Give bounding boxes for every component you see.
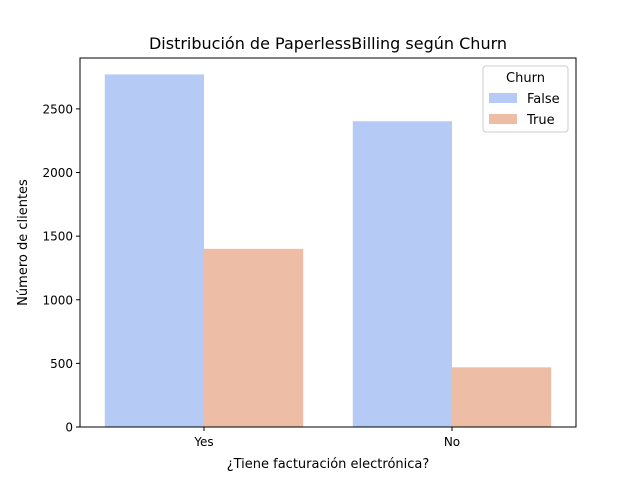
legend-swatch-false (489, 93, 517, 103)
legend-title: Churn (506, 71, 545, 86)
bars-group (104, 74, 552, 428)
x-axis-label: ¿Tiene facturación electrónica? (227, 457, 430, 472)
x-tick-label: Yes (193, 435, 213, 449)
chart-title: Distribución de PaperlessBilling según C… (149, 34, 507, 53)
y-tick-label: 2500 (42, 102, 73, 116)
y-axis: 0 500 1000 1500 2000 2500 (42, 102, 80, 435)
bar-no-true (452, 367, 552, 427)
bar-yes-false (104, 74, 204, 428)
legend: Churn False True (482, 65, 569, 133)
bar-no-false (352, 121, 452, 428)
x-tick-label: No (444, 435, 460, 449)
legend-label-true: True (526, 113, 555, 128)
x-axis: Yes No (193, 427, 460, 449)
y-axis-label: Número de clientes (16, 179, 31, 306)
y-tick-label: 1000 (42, 293, 73, 307)
legend-swatch-true (489, 114, 517, 124)
plot-frame (79, 57, 577, 428)
legend-label-false: False (527, 92, 560, 107)
bar-yes-true (204, 248, 304, 427)
y-tick-label: 500 (50, 357, 73, 371)
y-tick-label: 0 (65, 421, 73, 435)
y-tick-label: 1500 (42, 230, 73, 244)
y-tick-label: 2000 (42, 166, 73, 180)
